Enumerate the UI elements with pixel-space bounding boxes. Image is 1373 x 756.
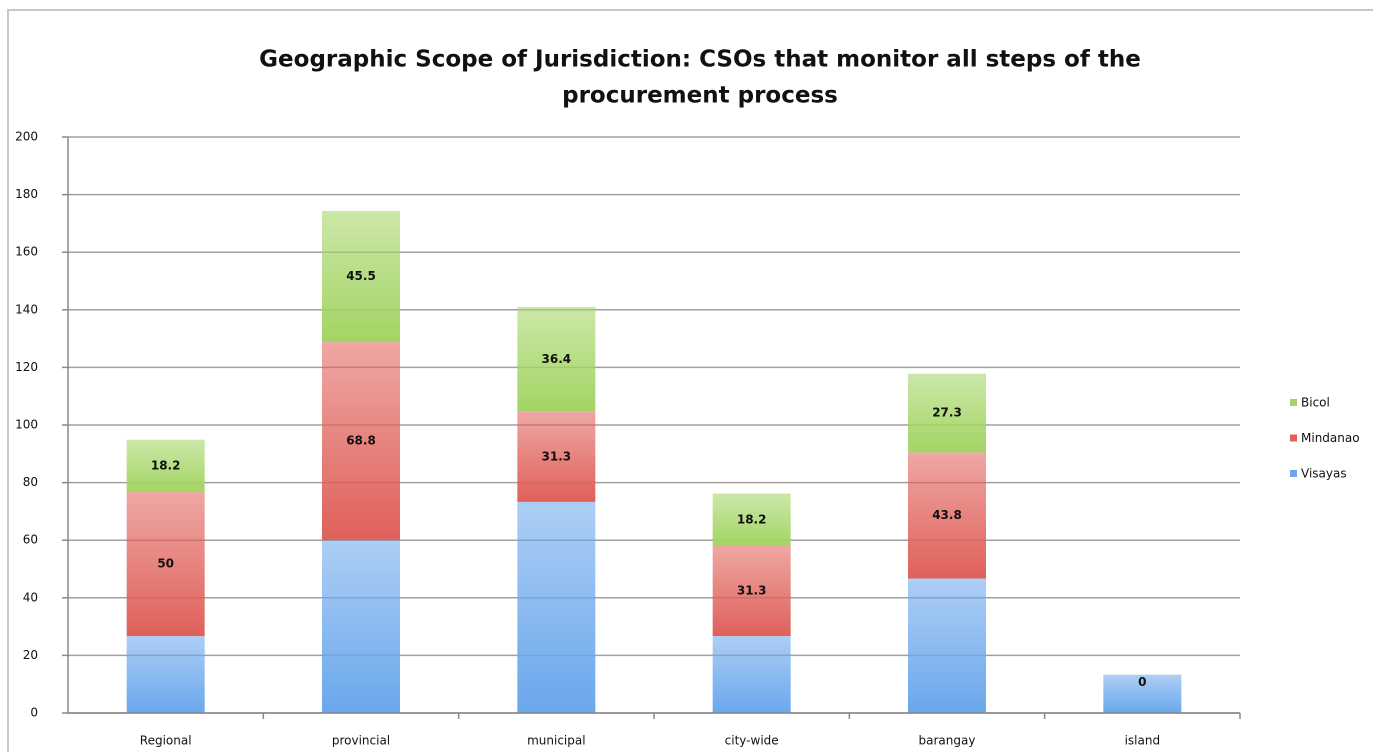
x-tick-label: Regional	[140, 734, 192, 748]
chart-title: Geographic Scope of Jurisdiction: CSOs t…	[259, 47, 1141, 73]
x-tick-label: barangay	[919, 734, 976, 748]
legend-swatch	[1290, 399, 1297, 406]
data-label: 18.2	[737, 512, 767, 526]
bar-segment	[908, 373, 986, 453]
legend-label: Bicol	[1301, 396, 1330, 410]
y-tick-label: 40	[23, 590, 38, 604]
data-label: 43.8	[932, 508, 962, 522]
data-label: 36.4	[542, 352, 572, 366]
data-label: 31.3	[737, 584, 767, 598]
bar-segment	[126, 492, 205, 637]
x-tick-label: city-wide	[725, 734, 779, 748]
y-tick-label: 120	[15, 360, 38, 374]
legend-swatch	[1290, 434, 1297, 442]
legend-label: Mindanao	[1301, 431, 1360, 445]
chart-title: procurement process	[562, 83, 838, 109]
data-label: 0	[1138, 675, 1146, 689]
bar-segment	[322, 342, 400, 541]
bar-segment	[1103, 674, 1182, 713]
y-tick-label: 140	[15, 302, 38, 316]
bar-segment	[712, 545, 791, 637]
data-label: 68.8	[346, 434, 376, 448]
x-tick-label: provincial	[332, 734, 390, 748]
legend-label: Visayas	[1301, 467, 1347, 481]
y-tick-label: 0	[30, 706, 38, 720]
y-tick-label: 80	[23, 475, 38, 489]
y-tick-label: 180	[15, 187, 38, 201]
bar-segment	[126, 439, 205, 493]
x-tick-label: island	[1125, 734, 1161, 748]
bar-segment	[517, 411, 596, 502]
bar-segment	[712, 636, 791, 713]
y-tick-label: 20	[23, 648, 38, 662]
data-label: 50	[157, 557, 174, 571]
y-tick-label: 100	[15, 418, 38, 432]
legend-swatch	[1290, 470, 1297, 477]
data-label: 27.3	[932, 406, 962, 420]
y-tick-label: 160	[15, 245, 38, 259]
y-tick-label: 60	[23, 533, 38, 547]
bar-segment	[126, 636, 205, 713]
bar-segment	[322, 211, 400, 343]
bar-segment	[322, 540, 400, 713]
y-tick-label: 200	[15, 130, 38, 144]
bar-segment	[517, 501, 596, 713]
bar-segment	[712, 493, 791, 546]
data-label: 18.2	[151, 458, 181, 472]
bar-segment	[908, 452, 986, 579]
chart-frame	[7, 9, 1373, 756]
x-tick-label: municipal	[527, 734, 585, 748]
bar-segment	[517, 306, 596, 412]
data-label: 31.3	[542, 449, 572, 463]
data-label: 45.5	[346, 269, 376, 283]
bar-segment	[908, 578, 986, 713]
